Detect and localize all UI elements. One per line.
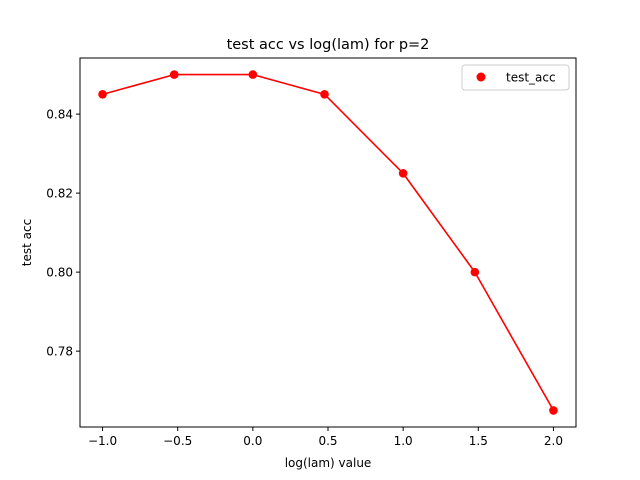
data-point: [320, 90, 329, 99]
x-tick-label: 1.5: [469, 434, 488, 448]
legend-frame: [461, 64, 570, 91]
data-point: [248, 70, 258, 79]
chart-title: test acc vs log(lam) for p=2: [227, 37, 430, 53]
legend-label-test-acc: test_acc: [506, 71, 556, 85]
y-tick-label: 0.80: [46, 265, 73, 279]
x-tick-label: 0.0: [243, 434, 262, 448]
data-point: [169, 70, 179, 79]
y-tick-label: 0.78: [46, 344, 73, 358]
y-tick-label: 0.82: [46, 186, 73, 200]
series-layer: [98, 70, 558, 415]
axis-ticks: −1.0 −0.5 0.0 0.5 1.0 1.5 2.0 0.78 0.80 0.82 0.84: [46, 107, 563, 448]
x-tick-label: 2.0: [544, 434, 563, 448]
y-tick-label: 0.84: [46, 107, 73, 121]
x-tick-label: −1.0: [88, 434, 117, 448]
x-axis-label: log(lam) value: [285, 456, 372, 470]
data-point: [470, 267, 480, 277]
data-point: [398, 169, 408, 178]
series-line-0: [102, 73, 555, 411]
plot-area: −1.0 −0.5 0.0 0.5 1.0 1.5 2.0 0.78 0.80 0.82 0.84: [46, 57, 577, 448]
data-point: [549, 406, 558, 415]
x-tick-label: 1.0: [394, 434, 413, 448]
legend: test_acc: [461, 64, 570, 91]
x-tick-label: 0.5: [318, 434, 337, 448]
y-axis-label: test acc: [20, 219, 34, 266]
x-tick-label: −0.5: [163, 434, 192, 448]
data-point: [98, 90, 107, 99]
legend-marker: [476, 72, 486, 82]
plot-frame: [79, 57, 577, 428]
